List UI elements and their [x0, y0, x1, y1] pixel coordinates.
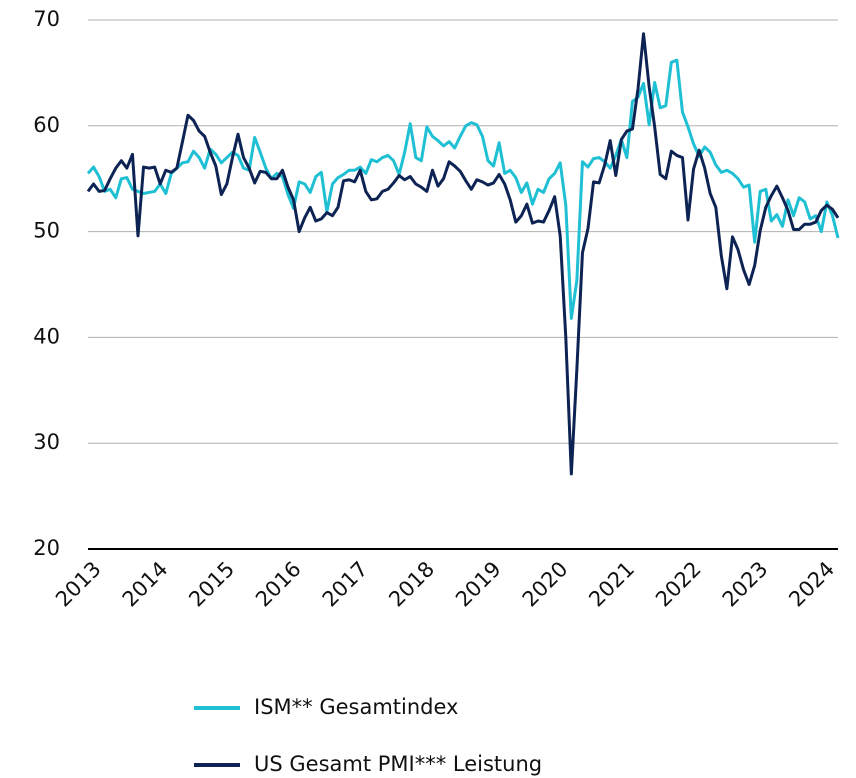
x-tick-label: 2018: [384, 557, 439, 612]
series-line: [86, 58, 840, 320]
x-tick-label: 2024: [784, 557, 839, 612]
y-tick-label: 20: [33, 536, 60, 560]
x-tick-label: 2015: [184, 557, 239, 612]
legend-label: US Gesamt PMI*** Leistung: [254, 752, 542, 776]
y-tick-label: 30: [33, 430, 60, 454]
y-tick-label: 50: [33, 219, 60, 243]
legend-label: ISM** Gesamtindex: [254, 695, 458, 719]
x-tick-label: 2022: [651, 557, 706, 612]
x-tick-label: 2014: [118, 557, 173, 612]
x-tick-label: 2021: [584, 557, 639, 612]
y-tick-label: 70: [33, 7, 60, 31]
x-tick-label: 2013: [51, 557, 106, 612]
x-tick-label: 2023: [718, 557, 773, 612]
x-tick-label: 2016: [251, 557, 306, 612]
x-tick-label: 2020: [518, 557, 573, 612]
x-tick-label: 2017: [318, 557, 373, 612]
y-tick-label: 40: [33, 324, 60, 348]
y-tick-label: 60: [33, 113, 60, 137]
series-line: [86, 32, 840, 476]
x-tick-label: 2019: [451, 557, 506, 612]
